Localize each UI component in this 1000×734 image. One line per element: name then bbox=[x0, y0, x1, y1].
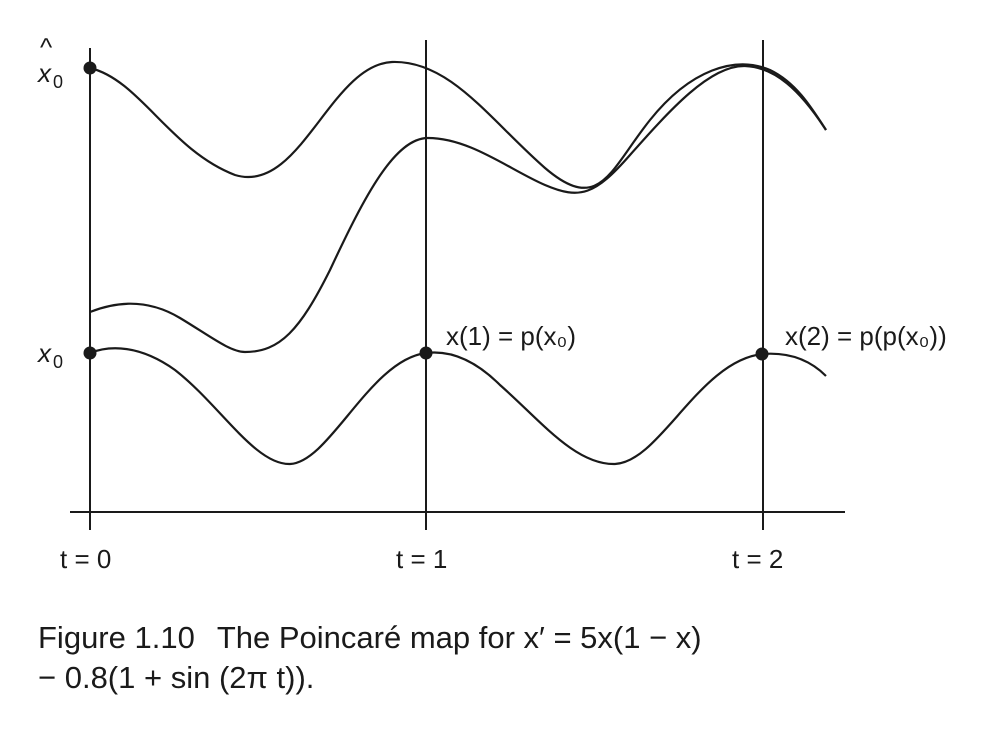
x0-subscript: 0 bbox=[53, 352, 63, 372]
point-x2 bbox=[755, 347, 769, 361]
annotation-x1: x(1) = p(x₀) bbox=[446, 321, 576, 351]
figure-number: Figure 1.10 bbox=[38, 620, 195, 655]
point-xhat0 bbox=[83, 61, 97, 75]
caption-line-1: Figure 1.10 The Poincaré map for x′ = 5x(… bbox=[38, 618, 978, 658]
xhat0-subscript: 0 bbox=[53, 72, 63, 92]
trajectory-from-xhat0 bbox=[89, 60, 827, 189]
trajectory-middle bbox=[89, 64, 827, 354]
point-x1 bbox=[419, 346, 433, 360]
figure-caption: Figure 1.10 The Poincaré map for x′ = 5x(… bbox=[38, 618, 978, 698]
x0-label: x bbox=[36, 338, 52, 368]
point-x0 bbox=[83, 346, 97, 360]
caption-line-2: − 0.8(1 + sin (2π t)). bbox=[38, 658, 978, 698]
trajectory-from-x0 bbox=[89, 347, 827, 466]
t-label-1: t = 1 bbox=[396, 544, 447, 574]
t-label-0: t = 0 bbox=[60, 544, 111, 574]
t-label-2: t = 2 bbox=[732, 544, 783, 574]
xhat0-hat: ^ bbox=[40, 32, 53, 62]
caption-text-2: − 0.8(1 + sin (2π t)). bbox=[38, 660, 315, 695]
xhat0-label: x bbox=[36, 58, 52, 88]
annotation-x2: x(2) = p(p(x₀)) bbox=[785, 321, 947, 351]
caption-text-1: The Poincaré map for x′ = 5x(1 − x) bbox=[216, 620, 702, 655]
poincare-map-diagram: ^ x 0 x 0 x(1) = p(x₀) x(2) = p(p(x₀)) t… bbox=[36, 32, 947, 574]
